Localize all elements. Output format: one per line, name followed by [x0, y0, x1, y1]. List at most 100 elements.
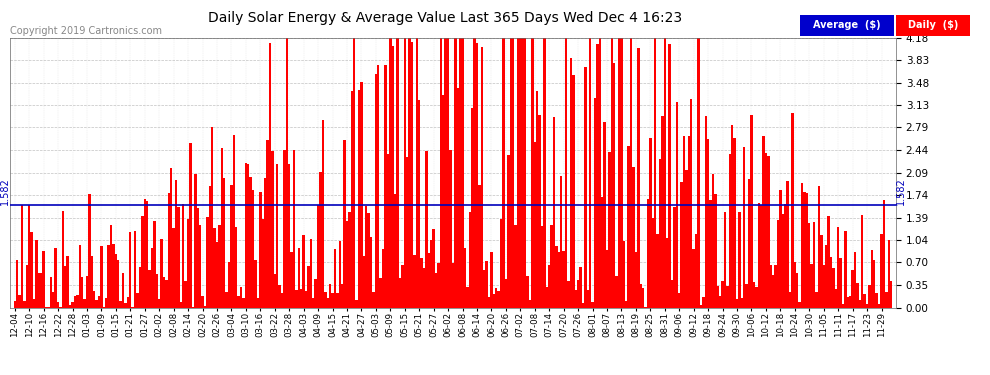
Bar	[66, 256, 69, 307]
Bar	[638, 48, 640, 308]
Bar	[435, 273, 438, 308]
Bar	[651, 218, 654, 308]
Bar	[846, 297, 849, 307]
Bar	[611, 38, 613, 308]
Bar	[264, 177, 266, 308]
Bar	[182, 204, 184, 308]
Bar	[56, 302, 59, 307]
Bar	[322, 120, 324, 308]
Bar	[115, 254, 117, 308]
Bar	[248, 164, 249, 308]
Bar	[401, 264, 404, 308]
Bar	[524, 38, 527, 308]
Bar	[426, 151, 428, 308]
Bar	[391, 45, 394, 308]
Bar	[61, 211, 64, 308]
Bar	[64, 266, 66, 308]
Bar	[717, 286, 719, 308]
Bar	[887, 240, 890, 308]
Bar	[813, 222, 816, 308]
Bar	[646, 199, 649, 308]
Bar	[43, 251, 45, 308]
Bar	[883, 200, 885, 308]
Bar	[214, 228, 216, 308]
Bar	[510, 38, 512, 308]
Bar	[305, 291, 307, 308]
Bar	[211, 128, 214, 308]
Bar	[105, 298, 107, 307]
Bar	[404, 38, 406, 308]
Bar	[642, 288, 644, 308]
Bar	[473, 38, 476, 308]
Bar	[505, 279, 507, 308]
Bar	[555, 246, 557, 308]
Bar	[572, 75, 574, 308]
Bar	[320, 172, 322, 308]
Bar	[519, 38, 522, 308]
Bar	[781, 214, 784, 308]
Bar	[752, 282, 755, 308]
Bar	[755, 287, 757, 308]
Bar	[565, 38, 567, 308]
Bar	[779, 190, 781, 308]
Bar	[599, 38, 601, 308]
Bar	[764, 153, 767, 308]
Bar	[515, 225, 517, 308]
Bar	[100, 246, 103, 308]
Bar	[589, 38, 591, 308]
Bar	[344, 140, 346, 308]
Bar	[120, 302, 122, 307]
Bar	[734, 138, 736, 308]
Bar	[273, 274, 276, 308]
Bar	[189, 143, 192, 308]
Bar	[550, 225, 552, 308]
Bar	[413, 255, 416, 308]
Bar	[794, 262, 796, 308]
Bar	[446, 38, 449, 308]
Bar	[23, 301, 26, 307]
Bar	[875, 293, 878, 308]
Bar	[155, 274, 158, 308]
Bar	[367, 213, 370, 308]
Bar	[870, 250, 873, 307]
Bar	[312, 298, 315, 307]
Bar	[557, 252, 560, 308]
Bar	[562, 251, 565, 308]
Bar	[302, 236, 305, 308]
Bar	[54, 249, 56, 308]
Bar	[350, 91, 353, 308]
Bar	[243, 298, 245, 307]
Bar	[695, 234, 697, 308]
Bar	[142, 216, 144, 308]
Bar	[722, 281, 724, 308]
Bar	[418, 100, 421, 308]
Bar	[873, 260, 875, 308]
Bar	[577, 280, 579, 308]
Text: Copyright 2019 Cartronics.com: Copyright 2019 Cartronics.com	[10, 26, 162, 36]
Bar	[594, 98, 596, 308]
Bar	[844, 231, 846, 308]
Bar	[719, 296, 722, 307]
Bar	[158, 299, 160, 307]
Bar	[741, 298, 743, 307]
Bar	[459, 38, 461, 308]
Bar	[433, 229, 435, 308]
Bar	[162, 277, 165, 308]
Bar	[623, 242, 625, 308]
Bar	[103, 307, 105, 308]
Bar	[209, 186, 211, 308]
Bar	[858, 300, 861, 307]
Bar	[365, 207, 367, 308]
Bar	[315, 279, 317, 308]
Bar	[379, 278, 382, 308]
Bar	[618, 38, 621, 308]
Bar	[675, 102, 678, 308]
Bar	[83, 299, 86, 307]
Bar	[346, 221, 348, 308]
Bar	[654, 38, 656, 308]
Bar	[394, 194, 396, 308]
Bar	[534, 142, 536, 308]
Bar	[747, 179, 750, 308]
Bar	[784, 204, 786, 308]
Bar	[206, 217, 209, 308]
